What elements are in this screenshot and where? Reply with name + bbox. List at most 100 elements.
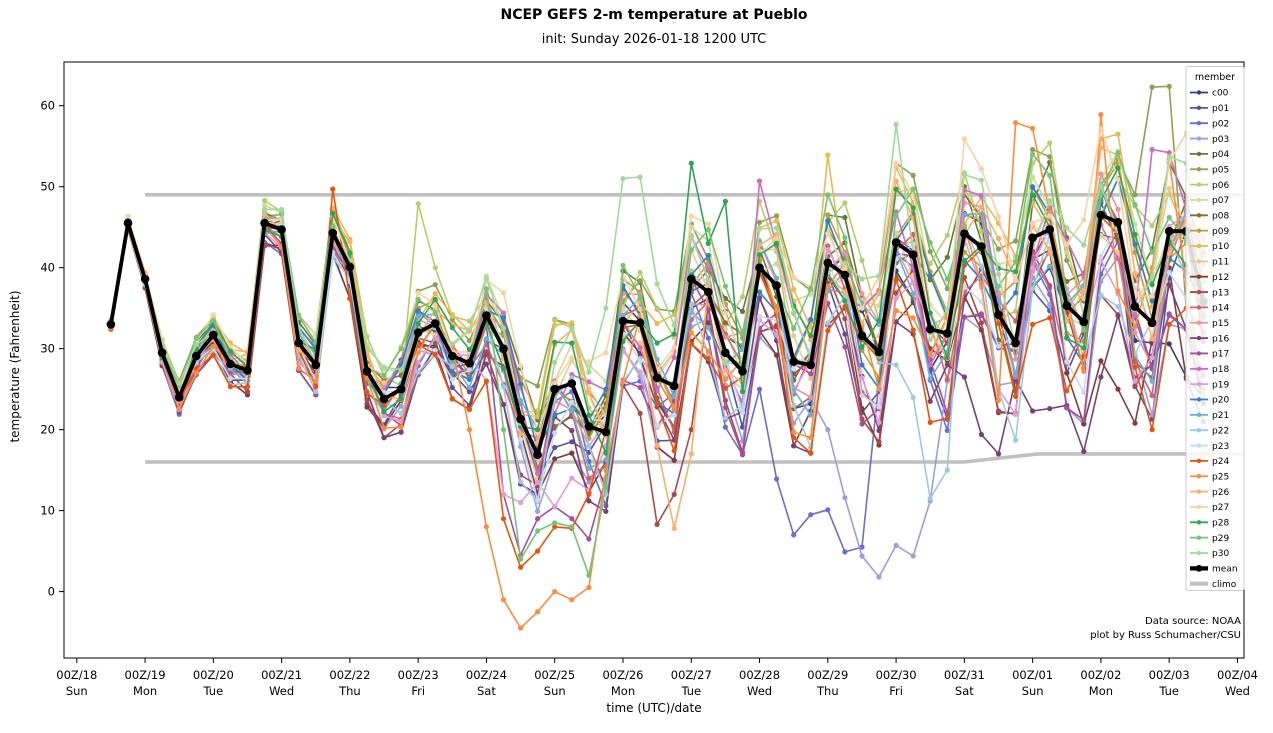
x-tick-label-time: 00Z/21 [261,668,302,682]
y-tick-label: 10 [40,504,55,518]
y-tick-label: 60 [40,99,55,113]
legend-entry-label: p10 [1212,242,1229,252]
annotation-block: Data source: NOAA plot by Russ Schumache… [1090,615,1241,643]
data-source-text: Data source: NOAA [1145,616,1241,627]
x-tick-label-time: 00Z/28 [739,668,780,682]
credit-text: plot by Russ Schumacher/CSU [1090,630,1241,641]
legend-entry-p07: p07 [1190,196,1229,206]
x-tick-label-day: Wed [1225,684,1250,698]
legend-entry-label: p17 [1212,350,1229,360]
legend-entry-label: p11 [1212,258,1229,268]
legend-entry-mean: mean [1190,565,1238,575]
legend-entry-p16: p16 [1190,334,1229,344]
legend-entry-label: p09 [1212,227,1229,237]
x-tick-label-time: 00Z/27 [671,668,712,682]
legend-entry-label: p14 [1212,304,1229,314]
legend-entry-p30: p30 [1190,549,1229,559]
legend-entry-p28: p28 [1190,519,1229,529]
x-tick-label-day: Thu [816,684,839,698]
legend-entry-label: p21 [1212,411,1229,421]
x-tick-label-day: Sun [1022,684,1044,698]
x-tick-label-time: 00Z/04 [1217,668,1258,682]
legend-entry-label: p28 [1212,519,1229,529]
legend-entry-label: p02 [1212,119,1229,129]
legend-entry-c00: c00 [1190,89,1229,99]
climo-lines [145,193,1244,464]
chart-title: NCEP GEFS 2-m temperature at Pueblo [500,7,808,23]
legend-entry-label: p15 [1212,319,1229,329]
tick-marks-and-labels: 0 10 20 30 40 50 60 00Z/18 Sun 00Z/19 Mon 00Z/20 Tue… [40,99,1258,698]
legend-entry-label: p06 [1212,181,1229,191]
legend-entry-label: mean [1212,565,1238,575]
legend-entry-label: p07 [1212,196,1229,206]
legend-entry-p22: p22 [1190,426,1229,436]
legend-entry-p01: p01 [1190,104,1229,114]
legend-entry-p20: p20 [1190,396,1229,406]
legend-entry-label: p03 [1212,135,1229,145]
legend-entry-label: p04 [1212,150,1229,160]
x-tick-label-time: 00Z/22 [329,668,370,682]
x-tick-label-time: 00Z/24 [466,668,507,682]
legend-entry-label: p16 [1212,334,1229,344]
legend-entry-label: p26 [1212,488,1229,498]
legend-entry-label: p24 [1212,457,1229,467]
x-tick-label-day: Tue [203,684,224,698]
x-tick-label-day: Sun [66,684,88,698]
legend-entry-label: p12 [1212,273,1229,283]
x-tick-label-day: Tue [680,684,701,698]
legend-entry-p02: p02 [1190,119,1229,129]
x-tick-label-day: Sun [544,684,566,698]
legend-entry-label: p01 [1212,104,1229,114]
legend-entry-label: p20 [1212,396,1229,406]
x-tick-label-time: 00Z/30 [876,668,917,682]
legend-entry-label: p08 [1212,212,1229,222]
y-tick-label: 50 [40,180,55,194]
legend-entry-p17: p17 [1190,350,1229,360]
legend-entry-label: p05 [1212,165,1229,175]
legend-entry-p12: p12 [1190,273,1229,283]
legend-entry-p09: p09 [1190,227,1229,237]
legend-entry-p21: p21 [1190,411,1229,421]
legend-entry-label: p18 [1212,365,1229,375]
chart-subtitle: init: Sunday 2026-01-18 1200 UTC [541,32,767,47]
climo-lower-line [145,452,1244,464]
legend-entry-label: p22 [1212,426,1229,436]
x-tick-label-time: 00Z/19 [125,668,166,682]
legend-entry-label: p27 [1212,503,1229,513]
x-tick-label-day: Thu [338,684,361,698]
legend-entry-label: p29 [1212,534,1229,544]
x-tick-label-time: 00Z/25 [534,668,575,682]
legend-entry-p05: p05 [1190,165,1229,175]
legend-entry-p10: p10 [1190,242,1229,252]
x-tick-label-time: 00Z/31 [944,668,985,682]
legend-entry-p03: p03 [1190,135,1229,145]
x-tick-label-time: 00Z/23 [398,668,439,682]
legend-entry-climo: climo [1190,580,1237,590]
legend-entry-p15: p15 [1190,319,1229,329]
legend-entry-p26: p26 [1190,488,1229,498]
x-axis-label: time (UTC)/date [606,701,702,715]
legend-entry-p18: p18 [1190,365,1229,375]
y-tick-label: 20 [40,423,55,437]
x-tick-label-day: Mon [133,684,157,698]
legend-entry-p23: p23 [1190,442,1229,452]
legend-entry-label: p19 [1212,380,1229,390]
legend-entry-label: p13 [1212,288,1229,298]
ensemble-members [108,83,1206,631]
x-tick-label-time: 00Z/29 [807,668,848,682]
legend-entry-label: p25 [1212,472,1229,482]
x-tick-label-day: Sat [477,684,496,698]
x-tick-label-day: Fri [889,684,903,698]
x-tick-label-day: Tue [1158,684,1179,698]
x-tick-label-day: Wed [269,684,294,698]
y-tick-label: 0 [48,585,55,599]
x-tick-label-day: Sat [955,684,974,698]
legend-entry-p27: p27 [1190,503,1229,513]
x-tick-label-time: 00Z/03 [1149,668,1190,682]
x-tick-label-day: Fri [411,684,425,698]
legend-entry-p04: p04 [1190,150,1229,160]
legend-entry-label: p23 [1212,442,1229,452]
legend: member c00 p01 p02 p03 p04 p05 p06 p07 p08 p09 p10 p… [1185,66,1245,591]
